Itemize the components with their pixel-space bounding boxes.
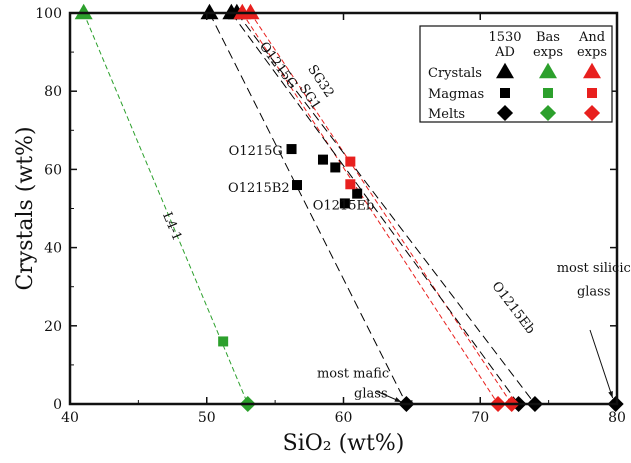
legend-marker-1-1 xyxy=(543,88,553,98)
x-tick-label-70: 70 xyxy=(471,410,489,426)
1530-ad-magmas-point-3 xyxy=(330,162,341,173)
x-axis-title: SiO₂ (wt%) xyxy=(283,431,405,456)
tie-line-unlabeled-4 xyxy=(209,12,407,405)
annotation-2: O1215Eb xyxy=(313,199,375,214)
legend-marker-2-0 xyxy=(496,104,514,122)
legend-marker-2-2 xyxy=(583,104,601,122)
annotation-6: glass xyxy=(577,285,611,300)
1530-ad-magmas-point-1 xyxy=(292,180,303,191)
legend-column-0-line-0: 1530 xyxy=(488,30,521,45)
annotation-5: most silicic xyxy=(557,261,631,276)
annotation-4: glass xyxy=(354,386,388,401)
y-axis-title: Crystals (wt%) xyxy=(13,126,38,290)
legend-marker-1-0 xyxy=(500,88,510,98)
legend-column-2-line-0: And xyxy=(578,30,605,45)
y-tick-label-60: 60 xyxy=(44,162,62,178)
bas-exps-crystals-point-0 xyxy=(74,3,93,20)
tie-line-o1215eb xyxy=(236,12,536,405)
tie-line-sg1 xyxy=(241,12,499,405)
legend-box xyxy=(419,25,613,123)
annotation-1: O1215B2 xyxy=(228,181,290,196)
legend-column-0-line-1: AD xyxy=(494,45,515,60)
legend-marker-0-2 xyxy=(583,62,601,79)
annotation-0: O1215G xyxy=(229,144,283,159)
arrow-most-silicic xyxy=(589,329,614,399)
tie-line-label-l4-1: L4-1 xyxy=(159,210,184,243)
y-tick-label-40: 40 xyxy=(44,241,62,257)
arrow-most-mafic-head xyxy=(394,397,402,402)
1530-ad-magmas-point-4 xyxy=(339,198,350,209)
legend-row-crystals: Crystals xyxy=(428,66,482,81)
1530-ad-magmas-point-0 xyxy=(286,144,297,155)
legend-marker-0-0 xyxy=(496,62,514,79)
and-exps-magmas-point-1 xyxy=(345,179,356,190)
legend-marker-0-1 xyxy=(539,62,557,79)
x-tick-label-40: 40 xyxy=(61,410,79,426)
legend-row-magmas: Magmas xyxy=(428,87,484,102)
x-tick-label-60: 60 xyxy=(335,410,353,426)
and-exps-magmas-point-0 xyxy=(345,156,356,167)
legend-marker-1-2 xyxy=(587,88,597,98)
x-tick-label-80: 80 xyxy=(608,410,626,426)
tie-line-o1215g xyxy=(230,12,519,405)
1530-ad-crystals-point-0 xyxy=(200,3,219,20)
legend-marker-2-1 xyxy=(539,104,557,122)
legend-column-1-line-1: exps xyxy=(533,45,563,60)
tie-line-sg32 xyxy=(250,12,513,405)
tie-line-label-o1215eb: O1215Eb xyxy=(489,279,538,337)
y-tick-label-100: 100 xyxy=(35,6,62,22)
1530-ad-magmas-point-5 xyxy=(352,188,363,199)
arrow-most-silicic-head xyxy=(608,391,613,398)
y-tick-label-80: 80 xyxy=(44,84,62,100)
bas-exps-magmas-point-0 xyxy=(218,336,229,347)
y-tick-label-0: 0 xyxy=(53,397,62,413)
and-exps-crystals-point-1 xyxy=(241,3,260,20)
legend-column-1-line-0: Bas xyxy=(536,30,560,45)
legend-row-melts: Melts xyxy=(428,107,465,122)
annotation-3: most mafic xyxy=(317,367,389,382)
x-tick-label-50: 50 xyxy=(198,410,216,426)
legend-column-2-line-1: exps xyxy=(577,45,607,60)
tie-line-label-o1215g: O1215G xyxy=(256,39,300,92)
y-tick-label-20: 20 xyxy=(44,319,62,335)
1530-ad-magmas-point-2 xyxy=(317,154,328,165)
